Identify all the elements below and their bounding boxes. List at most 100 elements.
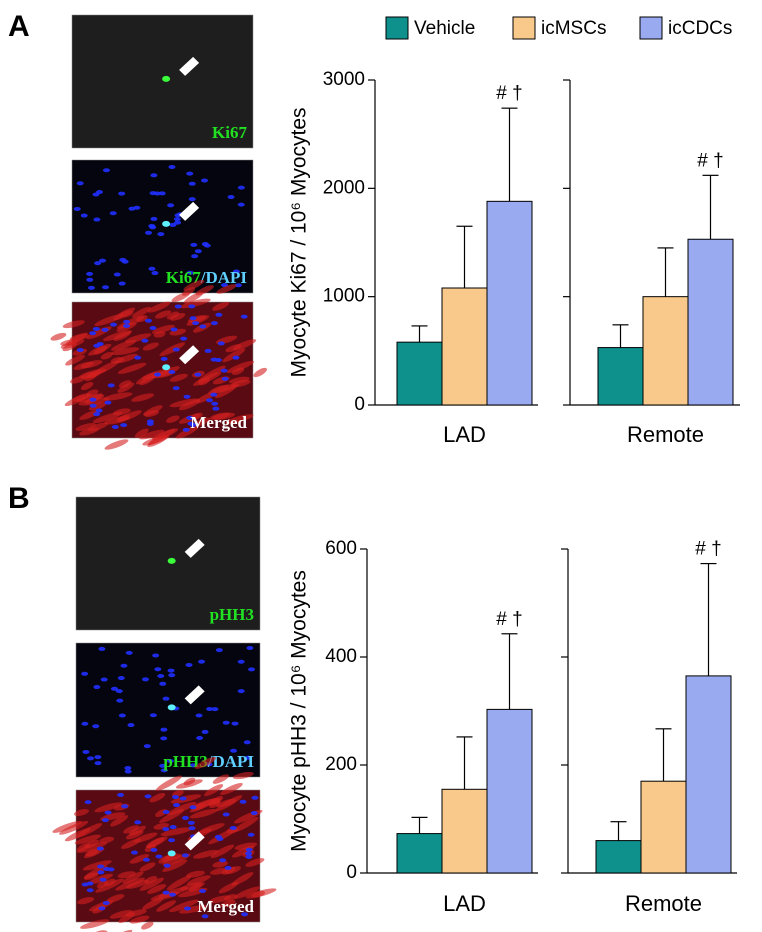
nucleus: [160, 727, 168, 732]
tissue-fiber: [134, 428, 149, 438]
nucleus: [141, 338, 149, 343]
tissue-fiber: [52, 820, 83, 833]
nucleus: [168, 165, 176, 170]
nucleus: [87, 756, 95, 761]
nucleus: [82, 749, 90, 754]
tissue-fiber: [104, 416, 130, 425]
nucleus: [210, 392, 218, 397]
legend-label: icCDCs: [668, 18, 732, 39]
nucleus: [168, 673, 176, 678]
nucleus: [141, 677, 149, 682]
tissue-fiber: [147, 884, 167, 894]
arrow: [177, 685, 205, 705]
nucleus: [160, 736, 168, 741]
arrow: [177, 831, 205, 851]
tissue-fiber: [75, 422, 96, 431]
positive-nucleus: [162, 220, 171, 227]
nucleus: [116, 698, 124, 703]
positive-nucleus: [162, 75, 171, 82]
nucleus: [154, 372, 162, 377]
nucleus: [195, 713, 203, 718]
nucleus: [149, 326, 157, 331]
nucleus: [128, 206, 136, 211]
nucleus: [220, 368, 228, 373]
tissue-fiber: [232, 771, 254, 780]
nucleus: [124, 769, 132, 774]
tissue-fiber: [109, 909, 133, 919]
nucleus: [109, 211, 117, 216]
tissue-fiber: [113, 331, 132, 341]
nucleus: [171, 795, 179, 800]
tissue-fiber: [139, 877, 164, 891]
nucleus: [111, 424, 119, 429]
legend-swatch: [512, 16, 536, 40]
nucleus: [234, 283, 242, 288]
tissue-fiber: [209, 412, 231, 420]
nucleus: [93, 412, 101, 417]
tissue-fiber: [129, 915, 150, 924]
positive-nucleus: [162, 364, 171, 371]
image-label: pHH3: [210, 605, 254, 624]
nucleus: [148, 266, 156, 271]
nucleus: [239, 799, 247, 804]
nucleus: [215, 312, 223, 317]
nucleus: [230, 748, 238, 753]
nucleus: [144, 794, 152, 799]
y-tick-label: 3000: [323, 69, 365, 90]
tissue-fiber: [162, 859, 188, 872]
nucleus: [109, 322, 117, 327]
nucleus: [237, 689, 245, 694]
nucleus: [86, 271, 94, 276]
tissue-fiber: [104, 439, 129, 450]
nucleus: [237, 659, 245, 664]
tissue-fiber: [93, 346, 108, 355]
nucleus: [201, 178, 209, 183]
tissue-fiber: [194, 756, 217, 769]
tissue-fiber: [84, 839, 100, 849]
tissue-fiber: [73, 809, 89, 816]
nucleus: [146, 421, 154, 426]
nucleus: [169, 892, 177, 897]
label-part: Ki67: [166, 268, 201, 287]
tissue-fiber: [234, 842, 258, 850]
tissue-fiber: [151, 324, 175, 334]
nucleus: [122, 323, 130, 328]
tissue-fiber: [124, 333, 152, 343]
nucleus: [145, 318, 153, 323]
nucleus: [143, 744, 151, 749]
nucleus: [245, 854, 253, 859]
tissue-fiber: [193, 417, 211, 427]
tissue-fiber: [125, 879, 150, 889]
tissue-fiber: [117, 362, 147, 374]
tissue-fiber: [225, 414, 254, 424]
significance-marker: # †: [695, 539, 721, 560]
nucleus: [169, 222, 177, 227]
nucleus: [153, 191, 161, 196]
tissue-fiber: [212, 301, 230, 311]
nucleus: [173, 803, 181, 808]
nucleus: [168, 838, 176, 843]
tissue-fiber: [188, 883, 203, 892]
nucleus: [118, 713, 126, 718]
tissue-fiber: [193, 849, 219, 859]
tissue-fiber: [160, 827, 192, 837]
nucleus: [157, 673, 165, 678]
nucleus: [243, 740, 251, 745]
tissue-fiber: [135, 371, 159, 385]
tissue-fiber: [187, 315, 207, 323]
nucleus: [217, 341, 225, 346]
nucleus: [184, 906, 192, 911]
tissue-fiber: [79, 410, 99, 420]
tissue-fiber: [144, 875, 158, 884]
nucleus: [102, 900, 110, 905]
nucleus: [188, 197, 196, 202]
y-tick-label: 0: [346, 862, 357, 883]
nucleus: [80, 213, 88, 218]
nucleus: [89, 331, 97, 336]
nucleus: [95, 408, 103, 413]
x-tick-label: Remote: [627, 422, 704, 447]
tissue-fiber: [166, 311, 180, 320]
tissue-fiber: [231, 379, 251, 388]
nucleus: [121, 804, 129, 809]
bar: [685, 675, 732, 874]
